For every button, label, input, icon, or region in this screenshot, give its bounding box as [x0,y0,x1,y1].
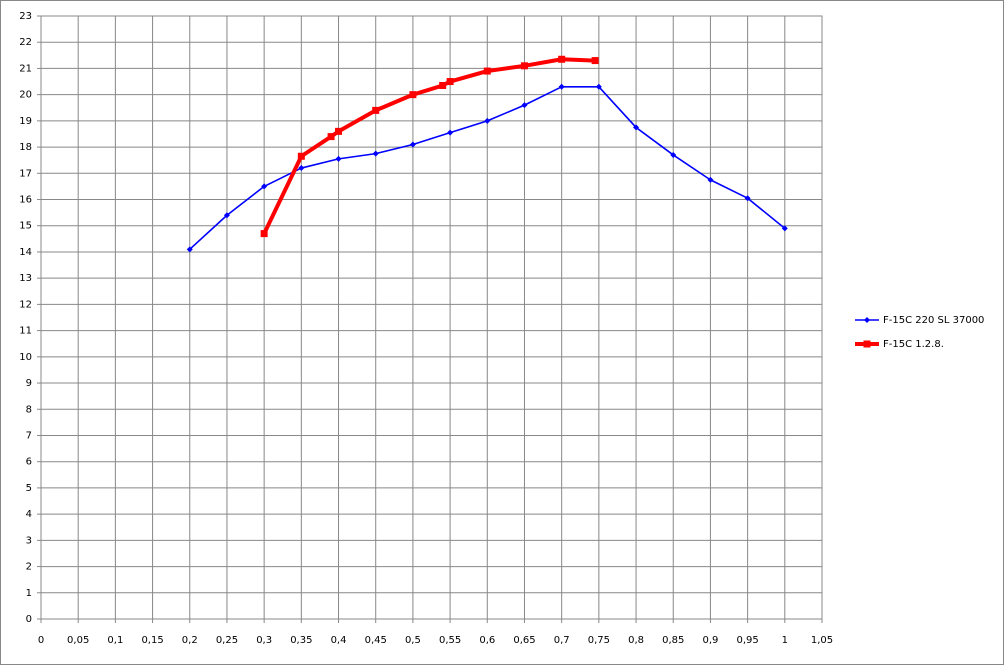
y-tick-label: 22 [19,37,32,48]
point-marker [335,155,342,162]
x-tick-label: 1 [782,635,788,646]
x-tick-label: 0,95 [736,635,758,646]
y-tick-label: 5 [26,483,32,494]
y-tick-label: 21 [19,63,32,74]
x-tick-label: 0,45 [365,635,387,646]
point-marker [446,78,454,86]
x-tick-label: 0,6 [479,635,495,646]
x-tick-label: 0,25 [216,635,238,646]
point-marker [558,55,566,63]
x-tick-label: 0,75 [588,635,610,646]
y-tick-label: 14 [19,247,32,258]
y-tick-label: 12 [19,299,32,310]
legend-label: F-15C 220 SL 37000 [883,315,984,326]
y-tick-label: 0 [26,614,32,625]
point-marker [483,67,491,75]
point-marker [297,152,305,160]
point-marker [372,106,380,114]
y-tick-label: 2 [26,562,32,573]
point-marker [409,91,417,99]
x-tick-label: 0,9 [702,635,718,646]
y-tick-label: 16 [19,195,32,206]
point-marker [223,212,230,219]
legend-marker [863,340,871,348]
point-marker [327,133,335,141]
point-marker [520,62,528,70]
y-tick-label: 19 [19,116,32,127]
x-tick-label: 0,5 [405,635,421,646]
point-marker [707,176,714,183]
point-marker [439,81,447,89]
y-tick-label: 20 [19,90,32,101]
y-tick-label: 23 [19,11,32,22]
legend-marker [864,317,870,323]
y-tick-label: 3 [26,535,32,546]
y-tick-label: 17 [19,168,32,179]
x-tick-label: 0,35 [290,635,312,646]
point-marker [261,183,268,190]
point-marker [335,127,343,135]
x-tick-label: 0 [38,635,44,646]
x-tick-label: 0,2 [182,635,198,646]
point-marker [744,195,751,202]
y-tick-label: 10 [19,352,32,363]
point-marker [409,141,416,148]
y-tick-label: 7 [26,430,32,441]
point-marker [521,102,528,109]
point-marker [186,246,193,253]
x-tick-label: 0,05 [67,635,89,646]
y-tick-label: 1 [26,588,32,599]
y-tick-label: 8 [26,404,32,415]
point-marker [372,150,379,157]
y-tick-label: 15 [19,221,32,232]
y-tick-label: 11 [19,326,32,337]
y-tick-label: 18 [19,142,32,153]
x-tick-label: 0,7 [554,635,570,646]
plot-area [40,15,823,620]
legend-label: F-15C 1.2.8. [883,339,944,350]
point-marker [484,117,491,124]
y-tick-label: 9 [26,378,32,389]
point-marker [591,57,599,65]
x-tick-label: 0,3 [256,635,272,646]
series-line [262,57,596,235]
point-marker [447,129,454,136]
x-tick-label: 0,85 [662,635,684,646]
y-tick-label: 6 [26,457,32,468]
x-tick-label: 1,05 [811,635,833,646]
y-tick-label: 13 [19,273,32,284]
y-tick-label: 4 [26,509,32,520]
point-marker [633,124,640,131]
point-marker [260,230,268,238]
x-tick-label: 0,8 [628,635,644,646]
x-tick-label: 0,4 [331,635,347,646]
point-marker [781,225,788,232]
point-marker [595,83,602,90]
x-tick-label: 0,15 [141,635,163,646]
point-marker [670,151,677,158]
x-tick-label: 0,65 [513,635,535,646]
point-marker [298,165,305,172]
point-marker [558,83,565,90]
x-tick-label: 0,1 [107,635,123,646]
x-tick-label: 0,55 [439,635,461,646]
